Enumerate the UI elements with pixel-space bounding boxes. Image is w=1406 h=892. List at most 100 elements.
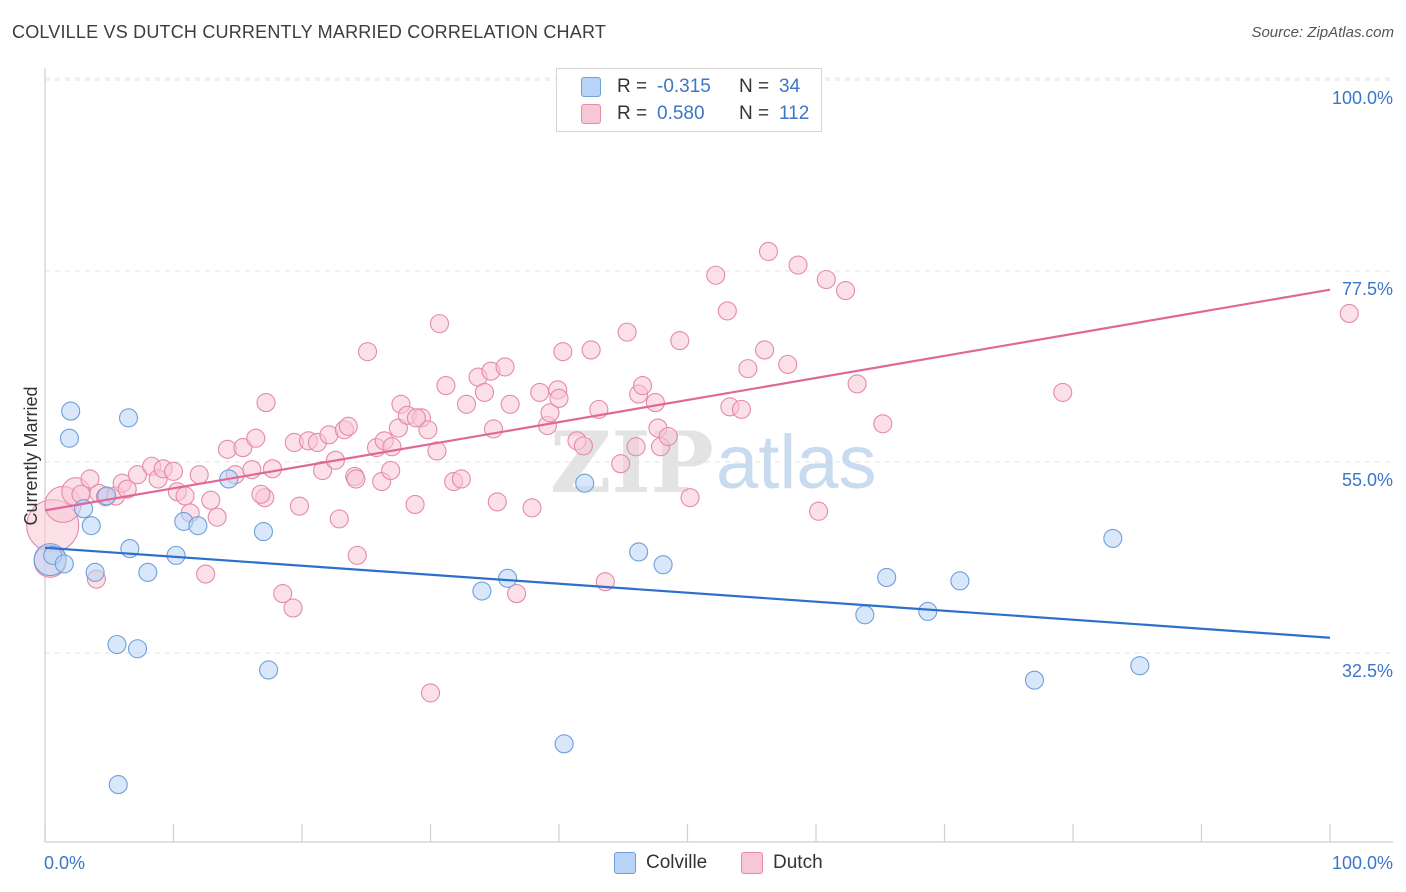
dutch-point <box>196 564 216 584</box>
dutch-point <box>273 584 293 604</box>
dutch-point <box>347 545 367 565</box>
dutch-point <box>474 382 495 402</box>
colville-point <box>138 562 158 582</box>
dutch-point <box>189 465 209 485</box>
dutch-point <box>755 340 775 360</box>
series-legend-dutch[interactable]: Dutch <box>741 852 823 874</box>
dutch-point <box>338 416 358 436</box>
colville-point <box>127 639 148 659</box>
legend-n-value: 112 <box>779 103 810 124</box>
dutch-point <box>127 465 148 485</box>
dutch-point <box>581 340 601 360</box>
colville-point <box>653 555 673 575</box>
colville-point <box>855 605 875 625</box>
x-tick-label-right: 100.0% <box>1332 853 1393 873</box>
y-axis-label-wrap: Currently Married <box>21 386 41 525</box>
dutch-point <box>530 382 550 402</box>
dutch-point <box>283 598 303 618</box>
dutch-point <box>117 479 137 499</box>
dutch-point <box>573 436 593 456</box>
dutch-point <box>487 492 507 512</box>
dutch-swatch <box>581 104 601 124</box>
colville-legend-swatch <box>614 852 636 874</box>
dutch-point <box>540 403 560 423</box>
colville-point <box>81 516 101 536</box>
dutch-point <box>175 486 195 506</box>
dutch-point <box>1053 382 1073 402</box>
y-tick-label: 77.5% <box>1342 279 1393 299</box>
colville-point <box>97 486 117 506</box>
dutch-point <box>645 393 665 413</box>
colville-point <box>61 401 81 421</box>
dutch-point <box>233 438 253 458</box>
dutch-point <box>611 454 631 474</box>
dutch-point <box>617 322 637 342</box>
y-tick-label: 32.5% <box>1342 661 1393 681</box>
dutch-point <box>549 388 569 408</box>
colville-point <box>472 581 492 601</box>
dutch-point <box>495 357 515 377</box>
dutch-point <box>626 437 646 457</box>
colville-point <box>259 660 279 680</box>
colville-point <box>118 408 139 428</box>
series-legend: Colville Dutch <box>0 852 1406 878</box>
dutch-point <box>670 331 690 351</box>
series-legend-colville[interactable]: Colville <box>614 852 707 874</box>
colville-point <box>1024 670 1044 690</box>
dutch-point <box>809 501 829 521</box>
dutch-point <box>406 408 426 428</box>
y-tick-label: 55.0% <box>1342 470 1393 490</box>
legend: R = -0.315 N = 34 R = 0.580 N = 112 <box>556 68 822 132</box>
legend-n-label: N = <box>739 76 770 97</box>
dutch-point <box>507 584 527 604</box>
dutch-point <box>246 428 266 448</box>
colville-point <box>629 542 649 562</box>
chart-title: COLVILLE VS DUTCH CURRENTLY MARRIED CORR… <box>12 22 607 42</box>
dutch-point <box>420 683 441 703</box>
colville-point <box>54 554 74 574</box>
colville-trend-line <box>44 546 1331 639</box>
dutch-point <box>346 469 366 489</box>
colville-point <box>107 634 127 655</box>
tick-labels: 100.0% 77.5% 55.0% 32.5% 0.0% 100.0% <box>44 88 1393 873</box>
legend-n-value: 34 <box>779 76 801 97</box>
dutch-point <box>405 494 425 514</box>
colville-point <box>108 775 128 795</box>
dutch-point <box>738 359 758 379</box>
legend-n-label: N = <box>739 103 770 124</box>
x-tick-label-left: 0.0% <box>44 853 85 873</box>
dutch-point <box>80 469 100 489</box>
colville-points <box>33 401 1150 795</box>
dutch-point <box>706 265 726 285</box>
gridlines <box>45 77 1393 654</box>
dutch-point <box>313 460 333 481</box>
y-tick-label: 100.0% <box>1332 88 1393 108</box>
dutch-point <box>289 496 309 516</box>
dutch-point <box>357 342 378 362</box>
dutch-point <box>451 469 471 489</box>
dutch-point <box>553 342 573 362</box>
dutch-point <box>873 414 893 434</box>
watermark-atlas: atlas <box>716 420 877 505</box>
dutch-point <box>680 488 700 508</box>
dutch-point <box>658 426 678 447</box>
dutch-point <box>778 354 798 374</box>
dutch-legend-label: Dutch <box>773 852 823 873</box>
dutch-legend-swatch <box>741 852 763 874</box>
colville-swatch <box>581 77 601 97</box>
dutch-point <box>632 376 653 396</box>
legend-r-label: R = <box>617 103 648 124</box>
dutch-point <box>251 484 271 504</box>
watermark: ZIP atlas <box>550 413 877 512</box>
source-credit: Source: ZipAtlas.com <box>1251 24 1394 41</box>
colville-point <box>498 568 518 588</box>
dutch-point <box>207 507 227 527</box>
colville-legend-label: Colville <box>646 852 708 873</box>
dutch-point <box>256 393 276 413</box>
colville-point <box>1130 656 1150 676</box>
legend-row-colville: R = -0.315 N = 34 <box>581 74 800 100</box>
dutch-point <box>201 490 221 510</box>
colville-point <box>575 473 595 493</box>
dutch-point <box>500 394 520 414</box>
